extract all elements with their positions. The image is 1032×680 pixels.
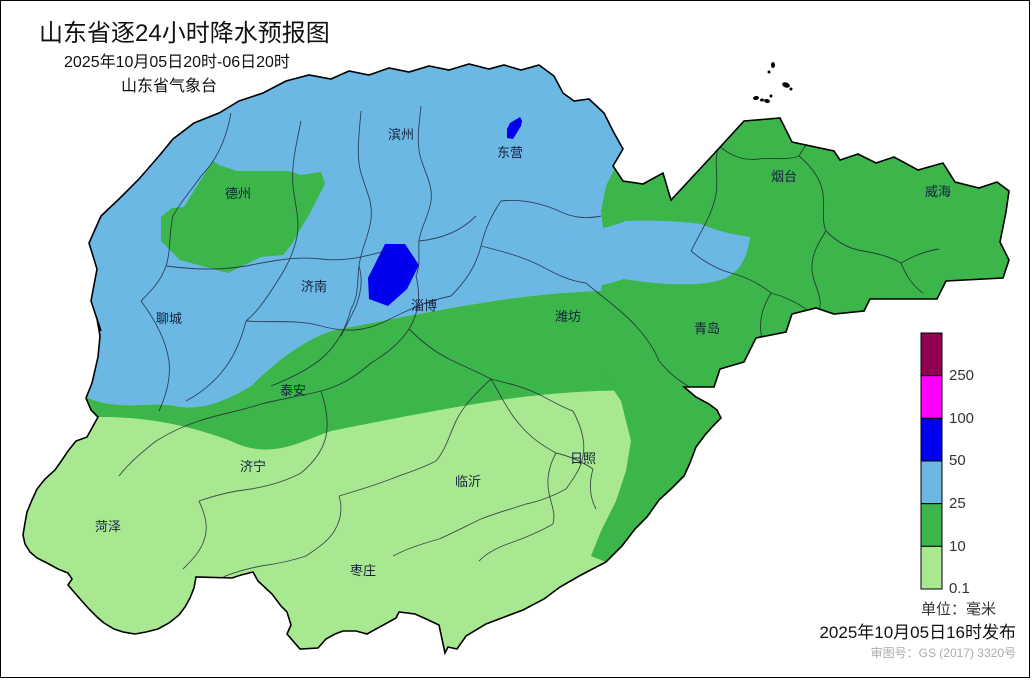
svg-text:0.1: 0.1 — [949, 580, 970, 597]
svg-text:淄博: 淄博 — [411, 298, 437, 313]
svg-text:单位：毫米: 单位：毫米 — [921, 600, 996, 618]
svg-text:日照: 日照 — [570, 451, 596, 466]
svg-text:潍坊: 潍坊 — [555, 309, 581, 324]
svg-text:山东省气象台: 山东省气象台 — [121, 77, 217, 95]
svg-text:25: 25 — [949, 495, 966, 512]
svg-text:审图号：GS (2017) 3320号: 审图号：GS (2017) 3320号 — [871, 645, 1016, 660]
svg-text:临沂: 临沂 — [455, 474, 481, 489]
svg-text:济宁: 济宁 — [240, 459, 266, 474]
svg-text:德州: 德州 — [225, 186, 251, 201]
svg-text:山东省逐24小时降水预报图: 山东省逐24小时降水预报图 — [39, 20, 330, 47]
svg-text:2025年10月05日20时-06日20时: 2025年10月05日20时-06日20时 — [64, 53, 290, 71]
svg-text:50: 50 — [949, 452, 966, 469]
svg-text:青岛: 青岛 — [694, 321, 720, 336]
svg-text:泰安: 泰安 — [280, 383, 306, 398]
svg-text:2025年10月05日16时发布: 2025年10月05日16时发布 — [819, 623, 1016, 642]
svg-text:滨州: 滨州 — [388, 127, 414, 142]
svg-text:250: 250 — [949, 367, 974, 384]
svg-text:枣庄: 枣庄 — [350, 563, 376, 578]
svg-text:10: 10 — [949, 538, 966, 555]
svg-text:威海: 威海 — [925, 184, 951, 199]
svg-text:菏泽: 菏泽 — [95, 519, 121, 534]
svg-text:烟台: 烟台 — [771, 169, 797, 184]
svg-text:100: 100 — [949, 410, 974, 427]
svg-text:济南: 济南 — [301, 279, 327, 294]
svg-text:聊城: 聊城 — [156, 311, 182, 326]
svg-text:东营: 东营 — [497, 145, 523, 160]
